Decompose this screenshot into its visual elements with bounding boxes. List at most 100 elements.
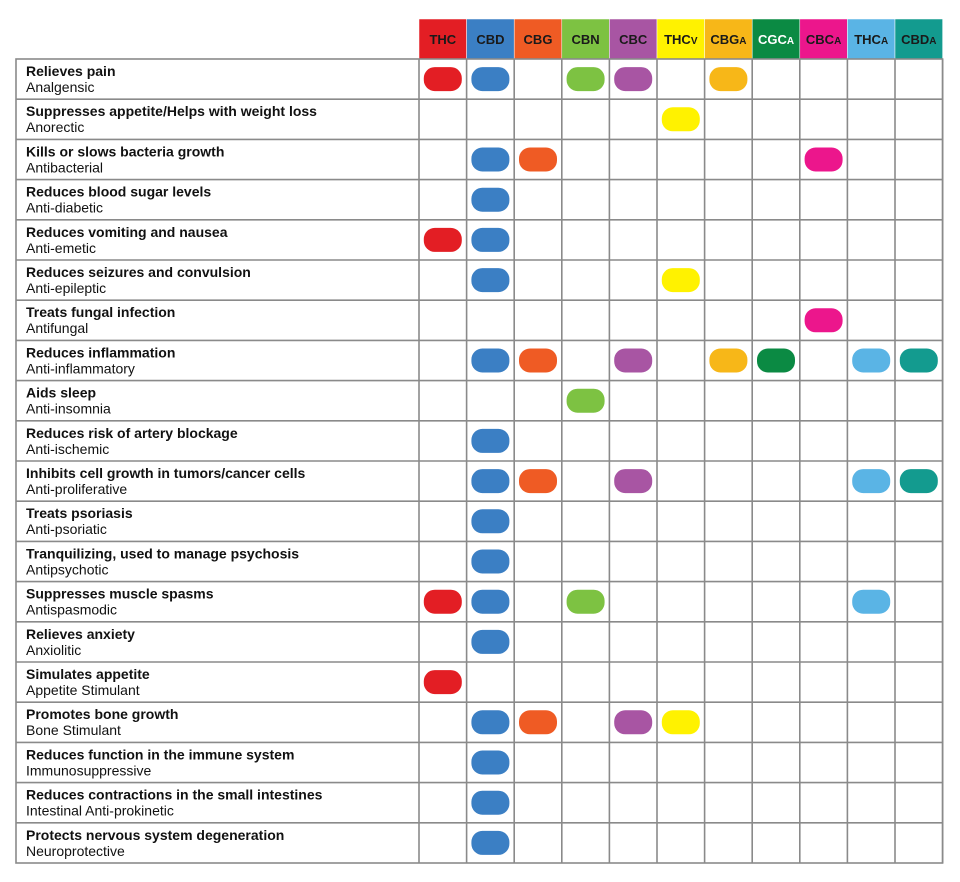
benefit-marker-r0-c1	[471, 67, 510, 92]
column-label-10: CBDA	[901, 32, 936, 47]
row-title-15: Simulates appetite	[26, 666, 150, 682]
column-label-9: THCA	[854, 32, 888, 47]
benefit-marker-r7-c7	[757, 348, 795, 373]
column-label-text: CBD	[476, 32, 504, 47]
benefit-marker-r16-c5	[661, 710, 700, 735]
benefit-marker-r13-c9	[852, 589, 891, 614]
column-header-5	[656, 18, 705, 60]
column-label-text: THC	[429, 32, 456, 47]
column-label-6: CBGA	[710, 32, 746, 47]
column-label-text: CBC	[806, 32, 835, 47]
benefit-marker-r10-c10	[899, 469, 938, 494]
row-subtitle-19: Neuroprotective	[26, 843, 125, 859]
column-header-6	[704, 18, 753, 60]
benefit-marker-r10-c4	[614, 469, 653, 494]
row-subtitle-2: Antibacterial	[26, 159, 103, 175]
column-header-0	[418, 18, 467, 60]
row-title-3: Reduces blood sugar levels	[26, 184, 211, 200]
row-subtitle-9: Anti-ischemic	[26, 441, 109, 457]
benefit-marker-r16-c2	[519, 710, 557, 735]
column-label-subscript: A	[739, 36, 746, 47]
benefit-marker-r7-c4	[614, 348, 653, 373]
row-subtitle-10: Anti-proliferative	[26, 481, 127, 497]
row-title-10: Inhibits cell growth in tumors/cancer ce…	[26, 465, 306, 481]
benefit-marker-r18-c1	[471, 790, 510, 815]
benefit-marker-r7-c1	[471, 348, 510, 373]
benefit-marker-r4-c0	[423, 227, 462, 252]
benefit-marker-r1-c5	[661, 107, 700, 132]
column-label-4: CBC	[619, 32, 648, 47]
row-subtitle-0: Analgensic	[26, 79, 95, 95]
benefit-marker-r2-c2	[519, 147, 557, 172]
row-subtitle-8: Anti-insomnia	[26, 401, 111, 417]
row-title-19: Protects nervous system degeneration	[26, 827, 284, 843]
column-label-subscript: A	[881, 36, 888, 47]
benefit-marker-r7-c10	[899, 348, 938, 373]
benefit-marker-r2-c1	[471, 147, 510, 172]
column-label-text: THC	[854, 32, 881, 47]
column-label-subscript: A	[787, 36, 794, 47]
benefit-marker-r14-c1	[471, 629, 510, 654]
row-subtitle-6: Antifungal	[26, 320, 88, 336]
row-title-7: Reduces inflammation	[26, 344, 175, 360]
row-subtitle-12: Antipsychotic	[26, 561, 108, 577]
benefit-marker-r7-c6	[709, 348, 748, 373]
row-title-5: Reduces seizures and convulsion	[26, 264, 251, 280]
row-title-1: Suppresses appetite/Helps with weight lo…	[26, 103, 317, 119]
column-label-text: CBN	[572, 32, 600, 47]
benefit-marker-r5-c5	[661, 268, 700, 293]
column-label-1: CBD	[476, 32, 504, 47]
column-label-7: CGCA	[758, 32, 794, 47]
row-title-8: Aids sleep	[26, 385, 96, 401]
benefit-marker-r4-c1	[471, 227, 510, 252]
benefit-marker-r13-c3	[566, 589, 605, 614]
benefit-marker-r8-c3	[566, 388, 605, 413]
row-subtitle-18: Intestinal Anti-prokinetic	[26, 803, 174, 819]
row-subtitle-1: Anorectic	[26, 119, 84, 135]
benefit-marker-r12-c1	[471, 549, 510, 574]
row-subtitle-16: Bone Stimulant	[26, 722, 121, 738]
benefit-marker-r0-c0	[423, 67, 462, 92]
benefit-marker-r16-c1	[471, 710, 510, 735]
column-label-8: CBCA	[806, 32, 841, 47]
row-title-13: Suppresses muscle spasms	[26, 586, 214, 602]
benefit-marker-r2-c8	[804, 147, 843, 172]
benefit-marker-r0-c6	[709, 67, 748, 92]
row-title-12: Tranquilizing, used to manage psychosis	[26, 545, 299, 561]
row-subtitle-13: Antispasmodic	[26, 602, 117, 618]
column-label-text: CBG	[524, 32, 553, 47]
row-subtitle-5: Anti-epileptic	[26, 280, 106, 296]
benefit-marker-r6-c8	[804, 308, 843, 333]
column-label-2: CBG	[524, 32, 553, 47]
benefit-marker-r9-c1	[471, 428, 510, 453]
benefit-marker-r7-c2	[519, 348, 557, 373]
benefit-marker-r13-c1	[471, 589, 510, 614]
column-header-1	[466, 18, 515, 60]
row-title-0: Relieves pain	[26, 63, 116, 79]
row-title-4: Reduces vomiting and nausea	[26, 224, 228, 240]
column-header-10	[894, 18, 943, 60]
benefit-marker-r10-c1	[471, 469, 510, 494]
column-header-4	[609, 18, 658, 60]
row-title-2: Kills or slows bacteria growth	[26, 143, 224, 159]
column-header-3	[561, 18, 610, 60]
benefit-marker-r16-c4	[614, 710, 653, 735]
row-subtitle-3: Anti-diabetic	[26, 200, 103, 216]
benefit-marker-r11-c1	[471, 509, 510, 534]
row-subtitle-17: Immunosuppressive	[26, 762, 151, 778]
row-title-17: Reduces function in the immune system	[26, 746, 294, 762]
benefit-marker-r7-c9	[852, 348, 891, 373]
row-subtitle-11: Anti-psoriatic	[26, 521, 107, 537]
column-label-subscript: A	[929, 36, 936, 47]
row-title-6: Treats fungal infection	[26, 304, 175, 320]
column-label-subscript: V	[691, 36, 698, 47]
row-subtitle-14: Anxiolitic	[26, 642, 81, 658]
column-label-text: CBG	[710, 32, 739, 47]
benefit-marker-r13-c0	[423, 589, 462, 614]
column-label-3: CBN	[572, 32, 600, 47]
row-title-16: Promotes bone growth	[26, 706, 178, 722]
row-title-18: Reduces contractions in the small intest…	[26, 787, 323, 803]
benefit-marker-r3-c1	[471, 187, 510, 212]
benefit-marker-r0-c3	[566, 67, 605, 92]
